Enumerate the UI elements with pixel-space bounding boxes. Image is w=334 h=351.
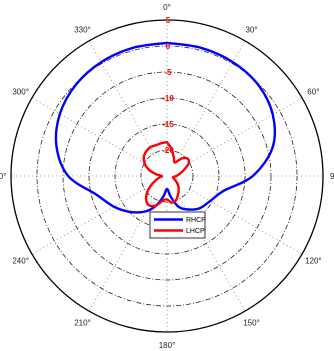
angle-tick-label: 210° (74, 318, 91, 327)
angle-tick-labels: 0° 30° 60° 90° 120° 150° 180° 210° 240° 270° 300° 3… (0, 3, 334, 350)
grid-layer (10, 19, 324, 333)
angular-gridline (179, 198, 246, 312)
radial-gridline (36, 45, 298, 307)
angle-tick-label: 330° (74, 26, 91, 35)
radial-tick-label: 5 (166, 16, 171, 25)
angle-tick-label: 240° (12, 257, 29, 266)
radial-tick-labels: 5 0 -5 -10 -15 -20 (162, 16, 174, 155)
angular-gridline (31, 188, 145, 255)
legend: RHCP LHCP (149, 211, 206, 239)
angle-tick-label: 60° (307, 88, 319, 97)
radial-tick-label: -15 (162, 120, 174, 129)
radial-gridline (62, 71, 272, 281)
angular-gridline (189, 188, 303, 255)
angular-gridlines (11, 20, 323, 332)
radial-gridline (88, 97, 246, 255)
radial-tick-label: -20 (162, 146, 174, 155)
angular-gridline (88, 40, 155, 154)
angular-gridline (31, 97, 145, 164)
angle-tick-label: 0° (163, 3, 171, 12)
legend-label-rhcp: RHCP (186, 217, 206, 224)
angle-tick-label: 150° (243, 318, 260, 327)
radial-tick-label: -10 (162, 94, 174, 103)
radial-gridline (140, 149, 194, 203)
outer-boundary (10, 19, 324, 333)
series-layer (54, 41, 276, 214)
angular-gridline (189, 97, 303, 164)
angular-gridline (88, 198, 155, 312)
series-line-lhcp (142, 141, 191, 208)
legend-label-lhcp: LHCP (186, 228, 205, 235)
series-line-rhcp (54, 41, 276, 214)
angle-tick-label: 300° (12, 88, 29, 97)
radial-tick-label: 0 (166, 42, 171, 51)
angle-tick-label: 120° (305, 257, 322, 266)
angle-tick-label: 30° (245, 26, 257, 35)
angle-tick-label: 270° (0, 172, 6, 181)
radial-tick-label: -5 (164, 68, 172, 77)
angle-tick-label: 180° (159, 341, 176, 350)
legend-box (149, 211, 206, 239)
angle-tick-label: 90° (330, 172, 334, 181)
angular-gridline (179, 40, 246, 154)
radial-gridlines (36, 45, 298, 307)
